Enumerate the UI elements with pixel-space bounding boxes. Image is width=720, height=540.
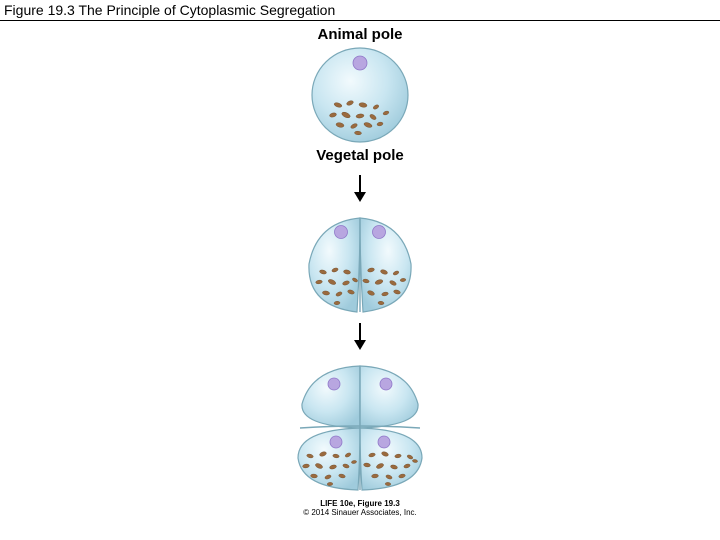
credit-block: LIFE 10e, Figure 19.3 © 2014 Sinauer Ass…	[303, 500, 417, 518]
arrow-1	[351, 174, 369, 202]
credit-copyright: © 2014 Sinauer Associates, Inc.	[303, 508, 417, 517]
arrow-2	[351, 322, 369, 350]
credit-book: LIFE 10e, Figure 19.3	[320, 499, 400, 508]
animal-pole-label: Animal pole	[317, 26, 402, 43]
stage-3-four-cell	[288, 358, 432, 496]
diagram-container: Animal pole	[240, 26, 480, 518]
stage-2-two-cell	[299, 210, 421, 318]
vegetal-pole-label: Vegetal pole	[316, 147, 404, 164]
figure-title: Figure 19.3 The Principle of Cytoplasmic…	[0, 0, 720, 21]
stage-1-egg	[308, 45, 412, 145]
